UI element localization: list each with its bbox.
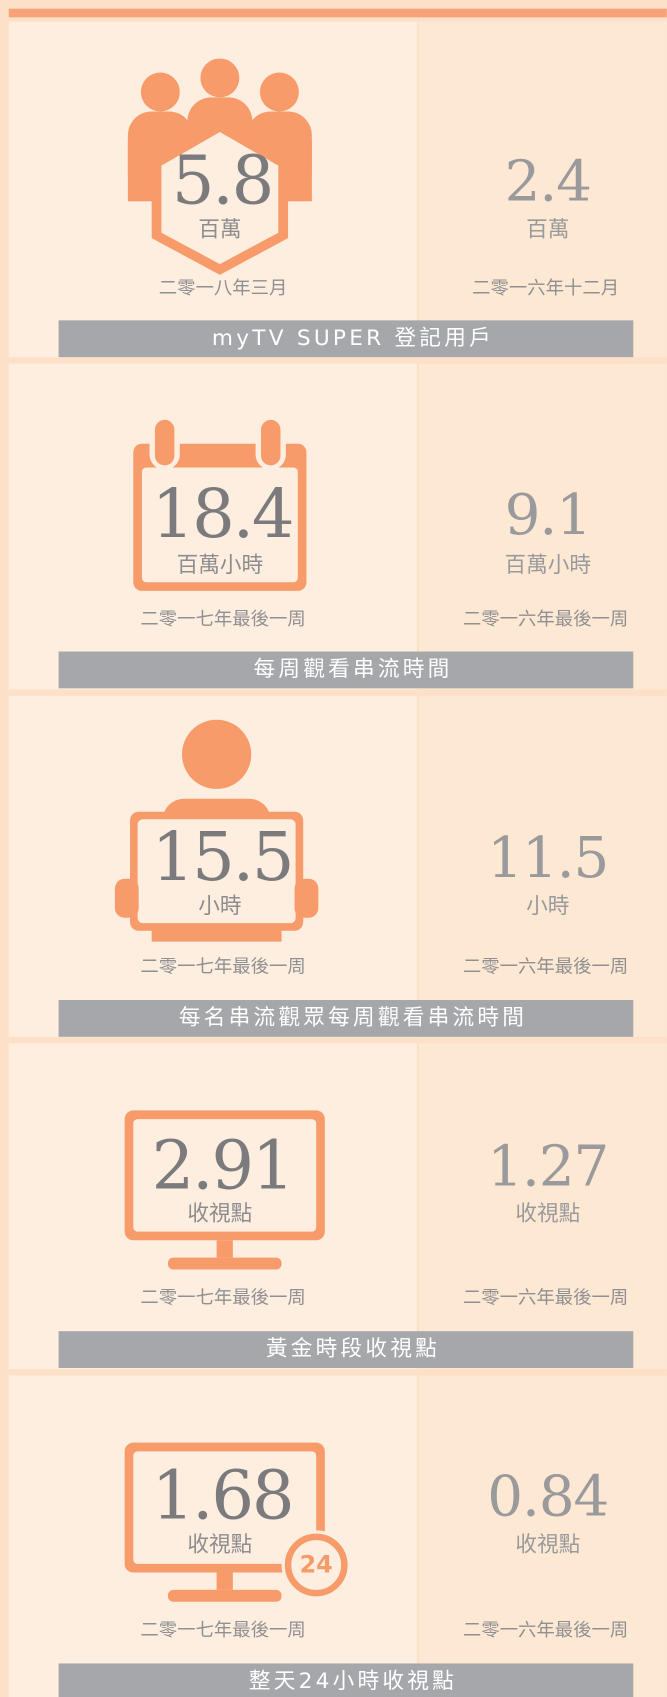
panel-title: 每周觀看串流時間 (253, 657, 452, 682)
icon-head (140, 72, 180, 112)
previous-unit: 小時 (526, 894, 569, 919)
previous-unit: 百萬 (526, 218, 569, 243)
previous-value: 9.1 (505, 483, 591, 548)
current-value: 2.91 (152, 1127, 293, 1205)
icon-clock (284, 1533, 348, 1597)
panel-title: 整天24小時收視點 (249, 1669, 457, 1694)
panel-right (418, 695, 667, 1037)
previous-value: 11.5 (487, 826, 608, 891)
previous-value: 1.27 (487, 1135, 608, 1200)
current-unit: 百萬小時 (177, 553, 264, 578)
panel-right (418, 363, 667, 690)
current-unit: 百萬 (198, 218, 241, 243)
icon-hexagon-inner (161, 132, 279, 265)
panel-right (418, 21, 667, 358)
previous-date: 二零一六年最後一周 (463, 609, 628, 630)
title-bar (58, 1663, 634, 1697)
panel-right (418, 1043, 667, 1370)
icon-ring (154, 419, 175, 466)
current-unit: 收視點 (187, 1532, 252, 1557)
current-date: 二零一七年最後一周 (140, 1620, 305, 1641)
icon-ring (260, 419, 281, 466)
icon-monitor-face (133, 1119, 317, 1232)
current-value: 5.8 (172, 142, 272, 220)
icon-head (181, 719, 252, 789)
current-date: 二零一七年最後一周 (140, 609, 305, 630)
icon-calendar-face (141, 467, 298, 583)
previous-unit: 收視點 (515, 1201, 580, 1226)
previous-date: 二零一六年最後一周 (463, 1620, 628, 1641)
icon-stand (216, 1572, 233, 1590)
previous-value: 2.4 (505, 150, 591, 215)
previous-date: 二零一六年最後一周 (463, 1288, 628, 1309)
current-date: 二零一七年最後一周 (140, 1288, 305, 1309)
current-unit: 收視點 (187, 1201, 252, 1226)
current-date: 二零一七年最後一周 (140, 957, 305, 978)
current-date: 二零一八年三月 (159, 278, 288, 299)
panel-title: 每名串流觀眾每周觀看串流時間 (179, 1005, 527, 1030)
title-bar (58, 320, 634, 358)
icon-hand (114, 878, 139, 918)
current-unit: 小時 (198, 894, 241, 919)
previous-date: 二零一六年十二月 (472, 278, 619, 299)
panel-right (418, 1375, 667, 1697)
panel-title: 黃金時段收視點 (266, 1337, 440, 1362)
icon-badge: 24 (300, 1551, 333, 1579)
icon-sign-face (137, 819, 296, 924)
icon-base (167, 1257, 282, 1270)
previous-value: 0.84 (487, 1465, 608, 1530)
previous-date: 二零一六年最後一周 (463, 957, 628, 978)
previous-unit: 百萬小時 (505, 553, 592, 578)
icon-hand (294, 878, 319, 918)
icon-monitor-face (133, 1451, 317, 1564)
title-bar (58, 651, 634, 689)
previous-unit: 收視點 (515, 1532, 580, 1557)
panel-title: myTV SUPER 登記用戶 (212, 326, 494, 351)
title-bar (58, 1331, 634, 1368)
icon-base (167, 1589, 282, 1602)
current-value: 18.4 (152, 475, 293, 553)
current-value: 1.68 (152, 1457, 293, 1535)
title-bar (58, 1000, 634, 1037)
current-value: 15.5 (152, 818, 293, 896)
top-strip (8, 8, 667, 18)
icon-head (200, 58, 240, 98)
icon-head (259, 72, 299, 112)
icon-stand (216, 1240, 233, 1258)
